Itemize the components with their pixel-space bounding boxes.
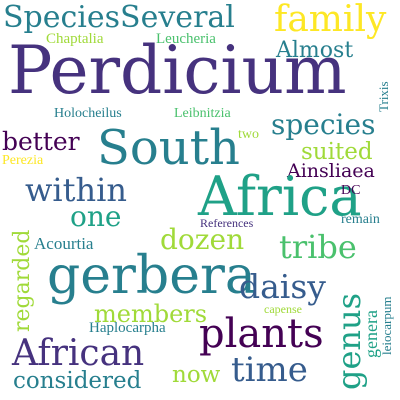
word-chaptalia: Chaptalia [46, 31, 104, 47]
word-almost: Almost [276, 38, 354, 63]
word-species: species [271, 108, 376, 141]
word-leiocarpum: leiocarpum [379, 296, 394, 355]
word-plants: plants [199, 311, 324, 357]
word-leibnitzia: Leibnitzia [174, 106, 231, 121]
word-two: two [238, 127, 259, 142]
word-remain: remain [341, 212, 380, 227]
word-south: South [97, 120, 240, 176]
word-within: within [25, 171, 127, 209]
word-acourtia: Acourtia [34, 234, 94, 253]
word-tribe: tribe [279, 228, 357, 266]
word-dc: DC [341, 183, 361, 198]
word-african: African [12, 333, 145, 374]
word-suited: suited [301, 139, 373, 165]
word-leucheria: Leucheria [156, 31, 216, 47]
word-africa: Africa [198, 165, 362, 228]
word-one: one [70, 200, 122, 233]
word-ainsliaea: Ainsliaea [287, 160, 375, 182]
word-perezia: Perezia [2, 153, 44, 168]
word-members: members [94, 300, 208, 328]
word-dozen: dozen [160, 223, 245, 256]
word-now: now [172, 362, 221, 388]
word-time: time [231, 350, 308, 390]
word-gerbera: gerbera [47, 246, 256, 306]
word-family: family [274, 0, 387, 40]
word-perdicium: Perdicium [8, 32, 347, 109]
word-references: References [200, 216, 254, 230]
word-genera: genera [361, 310, 381, 358]
word-haplocarpha: Haplocarpha [89, 320, 166, 336]
word-capense: capense [264, 302, 302, 316]
word-daisy: daisy [239, 267, 326, 306]
word-better: better [2, 127, 80, 156]
word-considered: considered [13, 368, 142, 394]
word-species-several: SpeciesSeveral [3, 0, 235, 35]
word-trixis: Trixis [376, 81, 391, 112]
word-holocheilus: Holocheilus [54, 106, 122, 121]
word-regarded: regarded [10, 229, 35, 332]
